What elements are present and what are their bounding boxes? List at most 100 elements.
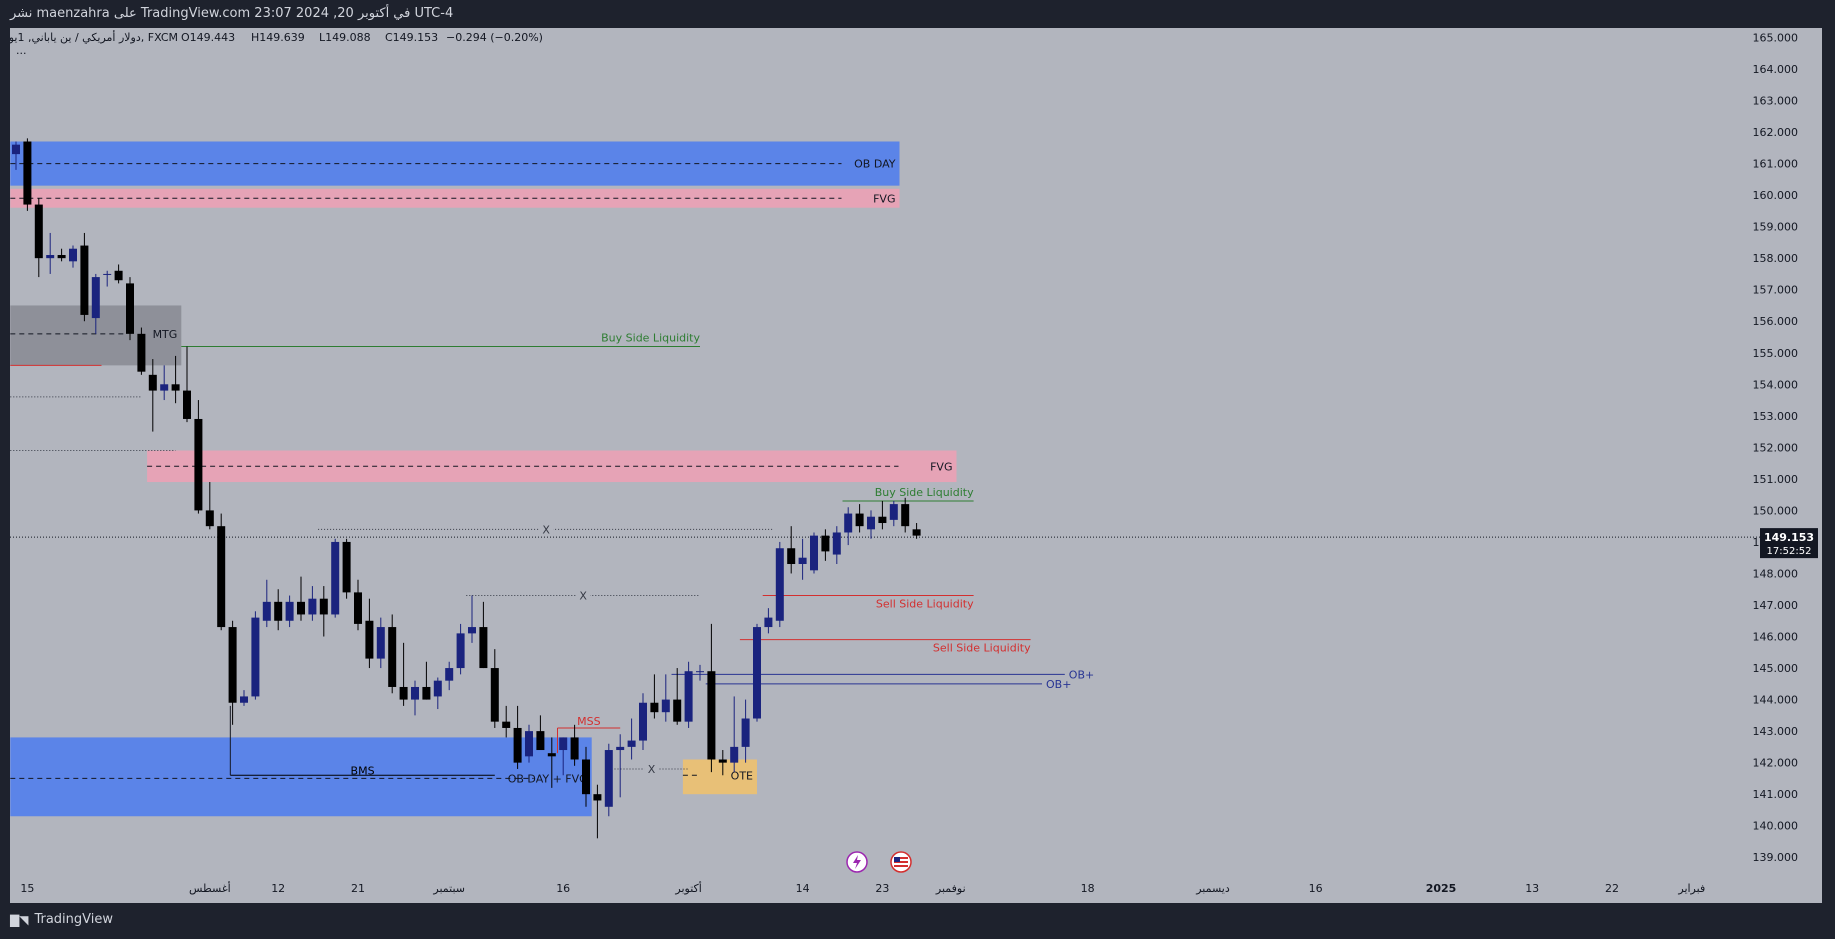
candle-35[interactable]	[411, 680, 419, 716]
candle-53[interactable]	[616, 734, 625, 798]
candle-21[interactable]	[251, 611, 260, 700]
candle-12[interactable]	[148, 359, 157, 432]
candle-9[interactable]	[114, 264, 123, 284]
candle-16[interactable]	[194, 400, 203, 514]
candle-27[interactable]	[319, 586, 328, 637]
candle-58[interactable]	[673, 668, 682, 725]
candle-36[interactable]	[422, 661, 431, 700]
candle-77[interactable]	[889, 500, 898, 527]
zone-ob-day-bottom[interactable]	[10, 737, 592, 817]
brand[interactable]: ▇◥ TradingView	[10, 912, 113, 927]
candle-64[interactable]	[741, 699, 750, 763]
y-tick-label: 145.000	[1753, 662, 1799, 675]
candle-26[interactable]	[308, 586, 317, 621]
candle-7[interactable]	[91, 273, 100, 334]
candle-17[interactable]	[205, 482, 214, 530]
candle-45[interactable]	[525, 724, 533, 763]
candle-2[interactable]	[34, 198, 43, 278]
candle-71[interactable]	[821, 529, 830, 561]
candle-44[interactable]	[513, 705, 522, 769]
candle-67[interactable]	[775, 541, 784, 628]
candle-31[interactable]	[365, 598, 374, 669]
candle-1[interactable]	[23, 138, 32, 211]
candle-46[interactable]	[536, 715, 545, 751]
candle-60[interactable]	[696, 664, 704, 681]
legend-high: H149.639	[251, 31, 305, 44]
candle-78[interactable]	[901, 497, 910, 533]
candle-38[interactable]	[445, 661, 454, 691]
chart-frame[interactable]: OB DAY FVG MTG FVG OB DAY + FVG OTE Buy Side …	[2, 28, 1822, 903]
candle-body-1	[23, 141, 32, 205]
candle-33[interactable]	[388, 614, 397, 694]
candle-32[interactable]	[376, 617, 385, 669]
candle-72[interactable]	[832, 526, 841, 565]
candle-15[interactable]	[183, 346, 191, 423]
candle-63[interactable]	[730, 696, 739, 773]
candle-25[interactable]	[297, 576, 305, 621]
candle-10[interactable]	[126, 277, 134, 341]
event-icons[interactable]	[846, 851, 912, 873]
candle-68[interactable]	[787, 526, 796, 574]
legend-close: C149.153	[385, 31, 438, 44]
candle-48[interactable]	[559, 737, 568, 776]
candle-28[interactable]	[331, 538, 340, 618]
candle-body-5	[69, 248, 77, 262]
candle-61[interactable]	[707, 623, 716, 773]
zone-label-ob-day-top: OB DAY	[854, 158, 896, 171]
dotted-label-x-level-3: X	[648, 763, 656, 776]
zone-ote[interactable]	[682, 759, 757, 795]
candle-76[interactable]	[878, 500, 887, 530]
candle-body-54	[627, 740, 636, 747]
candle-34[interactable]	[399, 642, 408, 706]
candle-56[interactable]	[650, 674, 659, 719]
candle-13[interactable]	[160, 365, 169, 401]
candle-42[interactable]	[490, 649, 499, 728]
candle-52[interactable]	[604, 743, 613, 817]
candle-54[interactable]	[627, 718, 636, 760]
candle-40[interactable]	[468, 595, 476, 643]
candle-69[interactable]	[798, 538, 807, 580]
candle-8[interactable]	[103, 270, 112, 287]
candle-body-2	[34, 204, 43, 259]
candle-0[interactable]	[12, 141, 20, 170]
candle-65[interactable]	[753, 623, 761, 722]
candle-74[interactable]	[855, 504, 864, 533]
candle-75[interactable]	[867, 510, 875, 539]
candle-23[interactable]	[274, 589, 283, 631]
candle-50[interactable]	[582, 746, 590, 807]
candle-57[interactable]	[661, 674, 670, 722]
candle-59[interactable]	[684, 661, 693, 728]
candle-body-39	[456, 633, 465, 669]
candle-body-28	[331, 541, 340, 615]
candle-62[interactable]	[718, 750, 727, 776]
candle-6[interactable]	[80, 232, 89, 322]
candle-4[interactable]	[57, 248, 66, 262]
zone-fvg-mid[interactable]	[147, 450, 957, 483]
candle-66[interactable]	[764, 608, 773, 634]
candle-22[interactable]	[262, 579, 271, 628]
candle-37[interactable]	[433, 677, 442, 710]
candle-24[interactable]	[285, 595, 294, 628]
candle-3[interactable]	[46, 232, 55, 274]
candle-30[interactable]	[354, 579, 362, 631]
candle-19[interactable]	[228, 620, 237, 725]
candle-43[interactable]	[502, 705, 511, 738]
candle-55[interactable]	[639, 693, 647, 751]
candle-49[interactable]	[570, 724, 579, 766]
candle-14[interactable]	[171, 355, 180, 404]
candle-5[interactable]	[69, 245, 77, 268]
candle-41[interactable]	[479, 601, 488, 669]
candle-79[interactable]	[912, 523, 921, 539]
candle-29[interactable]	[342, 538, 351, 599]
candle-11[interactable]	[137, 327, 146, 375]
candle-51[interactable]	[593, 784, 602, 839]
candle-body-71	[821, 535, 830, 552]
candle-47[interactable]	[547, 737, 556, 788]
candle-73[interactable]	[844, 507, 853, 546]
candlestick-chart[interactable]: OB DAY FVG MTG FVG OB DAY + FVG OTE Buy Side …	[2, 28, 1822, 903]
candle-70[interactable]	[810, 532, 818, 574]
candle-body-52	[604, 750, 613, 807]
candle-20[interactable]	[240, 690, 248, 706]
candle-39[interactable]	[456, 623, 465, 675]
candle-18[interactable]	[217, 513, 226, 631]
